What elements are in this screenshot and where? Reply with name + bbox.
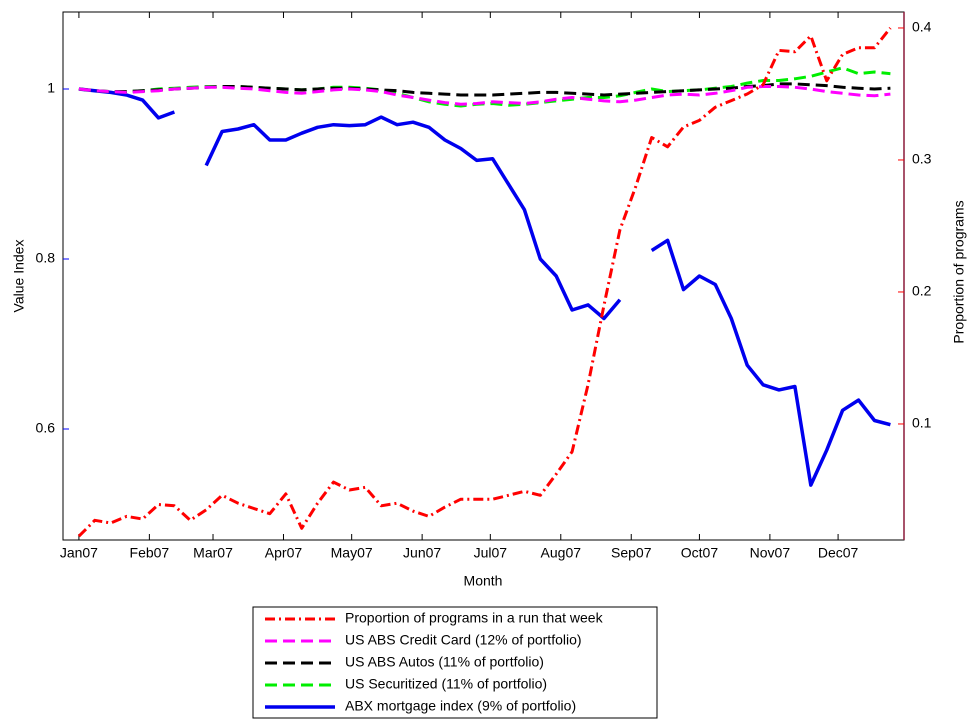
x-tick-label: Mar07 [193, 545, 233, 561]
y-tick-label: 0.8 [36, 250, 56, 266]
series-line [78, 85, 891, 106]
y-axis-label: Value Index [11, 240, 27, 313]
x-tick-label: Jun07 [403, 545, 441, 561]
x-tick-label: Sep07 [611, 545, 652, 561]
y-tick-label: 1 [47, 80, 55, 96]
x-tick-label: May07 [331, 545, 373, 561]
x-tick-label: Nov07 [750, 545, 791, 561]
y-tick-label: 0.6 [36, 420, 56, 436]
series-line [77, 27, 892, 538]
x-tick-label: Jul07 [474, 545, 508, 561]
y2-tick-label: 0.2 [912, 283, 932, 299]
x-axis-label: Month [464, 573, 503, 589]
legend-label: ABX mortgage index (9% of portfolio) [345, 698, 576, 714]
x-tick-label: Dec07 [818, 545, 859, 561]
legend-label: US ABS Autos (11% of portfolio) [345, 654, 544, 670]
x-tick-label: Jan07 [60, 545, 98, 561]
legend-label: Proportion of programs in a run that wee… [345, 610, 604, 626]
series-line [78, 87, 891, 487]
legend-label: US Securitized (11% of portfolio) [345, 676, 547, 692]
legend-label: US ABS Credit Card (12% of portfolio) [345, 632, 582, 648]
y2-tick-label: 0.3 [912, 151, 932, 167]
x-tick-label: Aug07 [541, 545, 582, 561]
x-tick-label: Oct07 [681, 545, 719, 561]
y2-tick-label: 0.4 [912, 19, 932, 35]
y2-tick-label: 0.1 [912, 415, 932, 431]
x-tick-label: Apr07 [265, 545, 303, 561]
y2-axis-label: Proportion of programs [951, 200, 967, 343]
plot-frame [62, 11, 905, 541]
x-tick-label: Feb07 [130, 545, 170, 561]
